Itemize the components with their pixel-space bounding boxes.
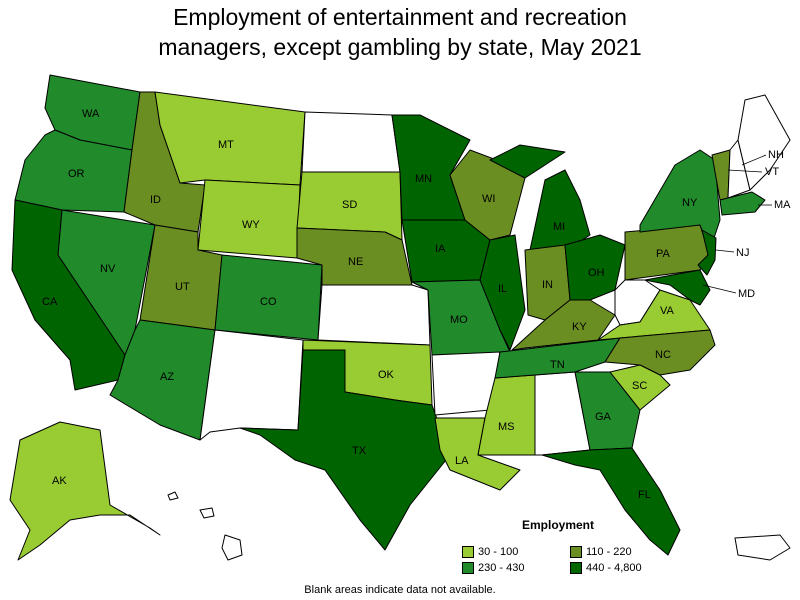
label-IL: IL — [498, 283, 507, 295]
label-CA: CA — [42, 296, 58, 308]
legend-item-4: 440 - 4,800 — [570, 562, 642, 574]
legend-swatch-3 — [462, 562, 474, 574]
label-TX: TX — [352, 445, 367, 457]
label-GA: GA — [595, 411, 612, 423]
label-NV: NV — [100, 263, 116, 275]
label-PA: PA — [656, 248, 671, 260]
legend-item-2: 110 - 220 — [570, 546, 632, 558]
label-MO: MO — [450, 314, 468, 326]
label-IA: IA — [435, 243, 446, 255]
label-MT: MT — [218, 139, 234, 151]
state-FL[interactable] — [541, 447, 681, 556]
label-WI: WI — [482, 193, 495, 205]
state-HI[interactable] — [167, 491, 243, 561]
label-CO: CO — [260, 296, 277, 308]
label-OK: OK — [378, 369, 395, 381]
map-title: Employment of entertainment and recreati… — [0, 2, 800, 62]
state-labels: WA OR CA NV ID MT WY UT AZ CO SD NE OK T… — [42, 108, 791, 501]
state-IL[interactable] — [479, 234, 526, 351]
footnote: Blank areas indicate data not available. — [304, 584, 496, 596]
state-TX[interactable] — [239, 349, 451, 551]
legend-swatch-2 — [570, 546, 582, 558]
label-TN: TN — [550, 359, 565, 371]
label-WY: WY — [242, 219, 260, 231]
label-MI: MI — [553, 221, 565, 233]
leader-lines — [702, 154, 772, 294]
legend-item-1: 30 - 100 — [462, 546, 518, 558]
label-MN: MN — [415, 173, 432, 185]
label-SD: SD — [342, 199, 357, 211]
label-NJ: NJ — [736, 247, 749, 259]
state-NM[interactable] — [199, 329, 304, 441]
state-NJ[interactable] — [697, 229, 717, 276]
legend-item-3: 230 - 430 — [462, 562, 524, 574]
label-LA: LA — [455, 455, 469, 467]
label-MA: MA — [774, 199, 791, 211]
label-ID: ID — [150, 194, 161, 206]
legend-title: Employment — [522, 518, 595, 532]
label-SC: SC — [632, 380, 647, 392]
state-NY[interactable] — [639, 149, 721, 251]
label-IN: IN — [542, 279, 553, 291]
label-VA: VA — [660, 305, 675, 317]
legend-label-3: 230 - 430 — [478, 562, 525, 574]
label-OR: OR — [68, 168, 85, 180]
label-FL: FL — [638, 489, 651, 501]
legend-swatch-1 — [462, 546, 474, 558]
legend-swatch-4 — [570, 562, 582, 574]
label-MD: MD — [738, 288, 755, 300]
state-TN[interactable] — [494, 337, 621, 379]
legend-label-2: 110 - 220 — [586, 546, 632, 558]
state-KS[interactable] — [317, 284, 431, 346]
label-NY: NY — [682, 197, 698, 209]
label-MS: MS — [498, 421, 515, 433]
state-MD[interactable] — [644, 269, 711, 306]
label-NH: NH — [768, 149, 784, 161]
label-VT: VT — [765, 166, 779, 178]
legend-label-4: 440 - 4,800 — [586, 562, 642, 574]
label-WA: WA — [82, 108, 100, 120]
state-ND[interactable] — [301, 111, 401, 173]
state-PR[interactable] — [734, 534, 791, 561]
label-KY: KY — [572, 321, 587, 333]
label-AK: AK — [52, 475, 67, 487]
state-MA[interactable] — [719, 191, 766, 216]
title-line-1: Employment of entertainment and recreati… — [173, 4, 627, 30]
state-SC[interactable] — [609, 364, 671, 411]
label-NC: NC — [655, 349, 671, 361]
label-AZ: AZ — [160, 371, 174, 383]
state-KY[interactable] — [511, 299, 616, 351]
state-GA[interactable] — [574, 371, 641, 451]
state-AK[interactable] — [9, 421, 161, 561]
state-WI[interactable] — [449, 149, 526, 241]
label-NE: NE — [348, 256, 363, 268]
state-ME[interactable] — [737, 94, 791, 191]
legend-label-1: 30 - 100 — [478, 546, 519, 558]
label-OH: OH — [588, 267, 605, 279]
title-line-2: managers, except gambling by state, May … — [158, 34, 642, 60]
label-UT: UT — [175, 281, 190, 293]
